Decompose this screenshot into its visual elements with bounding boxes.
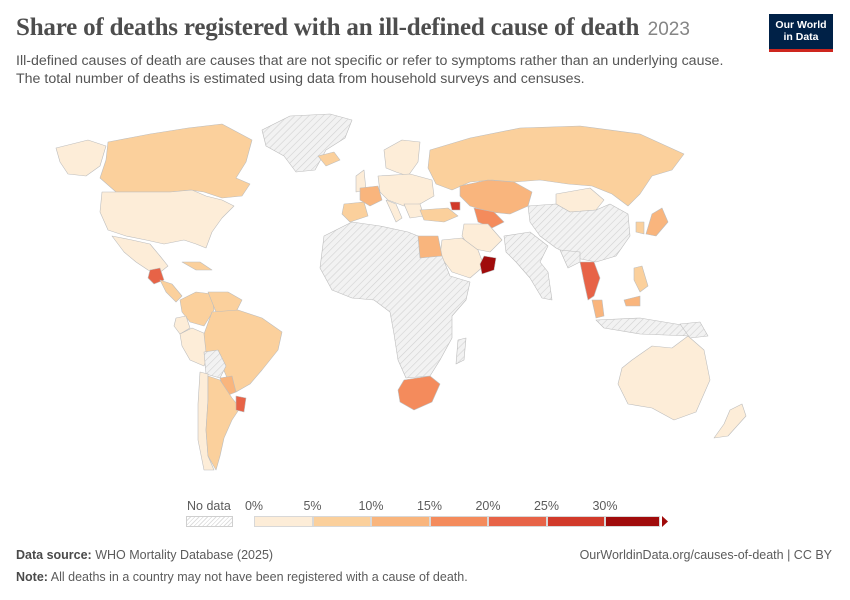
country-india[interactable] (503, 231, 553, 301)
country-ecuador[interactable] (173, 315, 191, 335)
country-mexico[interactable] (111, 235, 169, 275)
legend-tick-6: 30% (592, 499, 618, 513)
legend-bin-0[interactable] (254, 516, 313, 527)
footer-source-value[interactable]: WHO Mortality Database (2025) (95, 548, 274, 562)
country-thailand[interactable] (579, 261, 601, 301)
legend-tick-5: 25% (533, 499, 560, 513)
footer-note-label: Note: (16, 570, 48, 584)
color-legend: No data 0% 5% 10% 15% 20% 25% 30% (0, 495, 850, 535)
world-map (55, 113, 747, 471)
country-argentina[interactable] (205, 375, 241, 471)
country-malaysia[interactable] (591, 299, 605, 319)
country-south-africa[interactable] (397, 375, 441, 411)
logo-line-1: Our World (775, 19, 827, 31)
country-oman[interactable] (479, 255, 497, 275)
logo-line-2: in Data (783, 31, 819, 43)
country-egypt[interactable] (417, 235, 443, 259)
chart-title: Share of deaths registered with an ill-d… (16, 14, 756, 42)
legend-bin-3[interactable] (429, 516, 488, 527)
country-scandinavia[interactable] (383, 139, 421, 177)
country-papua-new-guinea[interactable] (679, 321, 709, 339)
country-kazakhstan[interactable] (459, 179, 533, 215)
country-uzbekistan[interactable] (473, 207, 505, 229)
country-italy[interactable] (385, 199, 403, 223)
legend-bin-2[interactable] (371, 516, 430, 527)
country-bolivia[interactable] (203, 349, 227, 379)
country-australia[interactable] (617, 335, 711, 421)
country-japan[interactable] (645, 207, 669, 237)
country-madagascar[interactable] (455, 337, 467, 365)
country-colombia[interactable] (179, 291, 215, 327)
country-greenland[interactable] (261, 113, 353, 173)
country-africa[interactable] (319, 221, 471, 379)
footer-url[interactable]: OurWorldinData.org/causes-of-death | CC … (579, 548, 832, 562)
country-spain[interactable] (341, 201, 369, 223)
subtitle-line-1: Ill-defined causes of death are causes t… (16, 53, 724, 69)
country-iceland[interactable] (317, 151, 341, 167)
legend-no-data-swatch[interactable] (186, 516, 233, 527)
owid-logo[interactable]: Our World in Data (769, 14, 833, 52)
legend-bin-1[interactable] (312, 516, 371, 527)
legend-bin-4[interactable] (488, 516, 547, 527)
country-indonesia[interactable] (595, 317, 691, 337)
legend-tick-4: 20% (475, 499, 501, 513)
legend-bin-6[interactable] (605, 516, 660, 527)
subtitle-line-2: The total number of deaths is estimated … (16, 71, 585, 87)
legend-tick-3: 15% (416, 499, 443, 513)
legend-tick-1: 5% (303, 499, 322, 513)
country-uruguay[interactable] (235, 395, 247, 413)
footer-note-value: All deaths in a country may not have bee… (50, 570, 468, 584)
country-turkey[interactable] (419, 207, 459, 223)
country-new-zealand[interactable] (713, 403, 747, 439)
country-philippines[interactable] (633, 265, 649, 293)
country-southeast-asia[interactable] (559, 249, 581, 269)
legend-tick-0: 0% (244, 499, 264, 513)
country-united-states[interactable] (99, 189, 235, 249)
footer-note: Note: All deaths in a country may not ha… (16, 570, 468, 584)
country-alaska[interactable] (55, 139, 107, 177)
country-iran[interactable] (461, 223, 503, 253)
title-year: 2023 (647, 19, 690, 40)
country-canada[interactable] (99, 123, 253, 199)
title-text: Share of deaths registered with an ill-d… (16, 14, 640, 41)
legend-tick-2: 10% (358, 499, 384, 513)
chart-subtitle: Ill-defined causes of death are causes t… (16, 52, 776, 88)
country-malaysia-borneo[interactable] (623, 295, 641, 307)
country-georgia[interactable] (449, 201, 461, 211)
footer-source-label: Data source: (16, 548, 92, 562)
country-south-korea[interactable] (635, 221, 645, 235)
legend-arrow (662, 516, 668, 527)
country-china[interactable] (527, 203, 631, 263)
legend-no-data-label: No data (187, 499, 231, 513)
country-russia[interactable] (427, 125, 685, 207)
legend-arrow-tip (662, 516, 668, 527)
legend-bin-5[interactable] (546, 516, 605, 527)
country-venezuela[interactable] (207, 291, 243, 313)
country-france[interactable] (359, 185, 383, 207)
footer-source: Data source: WHO Mortality Database (202… (16, 548, 273, 562)
country-central-america[interactable] (159, 279, 183, 303)
country-cuba[interactable] (181, 261, 213, 271)
